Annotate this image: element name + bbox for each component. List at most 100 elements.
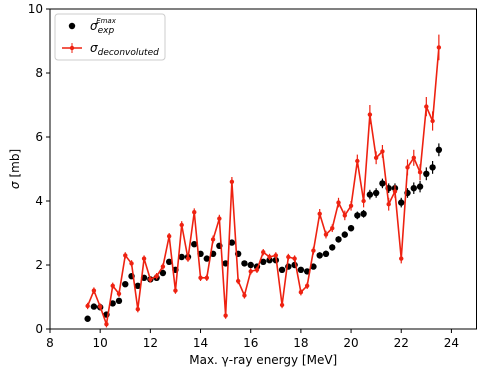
legend-name: σ [90,19,98,33]
legend-sub: exp [98,26,115,36]
x-tick-label: 14 [193,336,208,350]
data-point [329,244,336,251]
y-label-unit: [mb] [8,149,22,178]
data-point [322,250,330,257]
data-point [97,304,103,309]
data-point [435,146,443,153]
data-point [399,256,404,261]
data-point [411,155,416,160]
y-tick-label: 4 [35,194,43,208]
data-point [228,239,236,246]
data-point [260,258,267,265]
data-point [192,210,197,215]
y-tick-label: 6 [35,130,43,144]
data-point [367,112,373,117]
data-point [203,255,211,262]
data-point [317,211,322,216]
data-point [160,264,166,269]
data-point [91,288,97,293]
data-point [165,258,173,265]
data-point [204,275,210,280]
data-point [298,290,304,295]
data-point [355,158,360,164]
data-point [372,189,380,197]
data-point [134,282,142,289]
data-point [198,275,203,280]
legend-box [54,13,166,61]
data-point [223,313,228,318]
data-point [85,303,90,309]
data-point [416,183,424,190]
data-point [122,281,129,288]
data-point [178,253,185,261]
data-point [330,226,335,231]
x-tick-label: 8 [46,336,54,350]
legend-sub: deconvoluted [98,48,160,58]
data-point [311,248,316,253]
data-point [348,203,354,208]
data-point [247,261,254,269]
data-point [380,149,385,154]
y-tick-label: 0 [35,322,43,336]
data-point [173,288,178,293]
data-point [361,198,366,204]
data-point [360,210,367,217]
data-point [261,250,266,255]
x-tick-label: 16 [243,336,258,350]
y-axis-label: σ [mb] [8,149,22,189]
data-point [316,252,323,259]
data-point [386,202,391,207]
data-point [278,266,286,273]
data-point [354,212,361,219]
data-point [116,291,122,296]
data-point [110,283,115,288]
data-point [129,261,134,266]
data-point [292,256,297,261]
data-point [148,277,153,282]
data-point [335,236,342,243]
data-point [248,269,253,274]
data-point [423,170,430,177]
data-point [141,256,147,261]
data-point [267,254,272,260]
data-point [109,300,116,307]
legend-marker [68,22,76,30]
data-point [392,189,398,194]
legend-label: σdeconvoluted [90,41,159,58]
data-point [241,260,248,267]
data-point [217,216,222,221]
data-point [254,267,260,272]
x-tick-label: 22 [394,336,409,350]
data-point [123,253,128,258]
y-label-symbol: σ [8,181,22,189]
data-point [279,302,285,308]
data-point [297,266,305,273]
x-axis-label: Max. γ-ray energy [MeV] [189,353,337,367]
data-point [235,278,241,284]
data-point [104,322,109,327]
legend-sup: Emax [96,17,117,25]
data-point [166,234,172,239]
legend-marker [69,45,75,51]
y-tick-label: 10 [28,2,43,16]
data-point [286,254,291,260]
data-point [347,225,355,232]
data-point [323,232,329,237]
data-point [210,237,216,242]
data-point [379,180,386,187]
y-tick-label: 2 [35,258,43,272]
data-point [436,45,442,50]
x-tick-label: 20 [343,336,358,350]
data-point [304,283,310,288]
data-point [342,213,347,218]
x-tick-label: 18 [293,336,308,350]
data-point [424,104,429,109]
data-point [430,118,435,124]
x-tick-label: 24 [444,336,459,350]
data-point [115,297,123,305]
data-point [398,199,405,206]
data-point [179,222,184,228]
data-point [90,303,98,310]
